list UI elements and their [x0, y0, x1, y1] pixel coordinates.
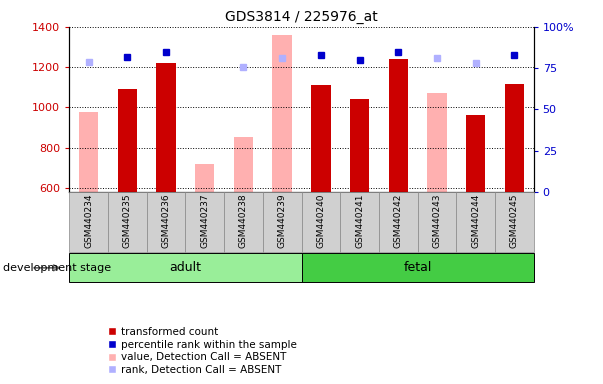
- Text: GSM440235: GSM440235: [123, 194, 132, 248]
- Text: GSM440241: GSM440241: [355, 194, 364, 248]
- Text: fetal: fetal: [403, 262, 432, 274]
- Bar: [388, 59, 408, 192]
- Bar: [234, 137, 253, 192]
- Bar: [379, 192, 417, 252]
- Bar: [417, 192, 456, 252]
- Bar: [186, 192, 224, 252]
- Bar: [108, 192, 147, 252]
- Bar: [224, 192, 263, 252]
- Bar: [505, 84, 524, 192]
- Text: GSM440244: GSM440244: [471, 194, 480, 248]
- Text: GSM440242: GSM440242: [394, 194, 403, 248]
- Text: GSM440245: GSM440245: [510, 194, 519, 248]
- Text: GSM440236: GSM440236: [162, 194, 171, 248]
- Bar: [466, 116, 485, 192]
- Bar: [302, 253, 534, 282]
- Bar: [311, 85, 330, 192]
- Bar: [195, 164, 215, 192]
- Text: GSM440238: GSM440238: [239, 194, 248, 248]
- Text: GSM440234: GSM440234: [84, 194, 93, 248]
- Bar: [156, 63, 175, 192]
- Bar: [273, 35, 292, 192]
- Bar: [118, 89, 137, 192]
- Text: adult: adult: [169, 262, 201, 274]
- Legend: transformed count, percentile rank within the sample, value, Detection Call = AB: transformed count, percentile rank withi…: [108, 327, 297, 375]
- Text: GSM440237: GSM440237: [200, 194, 209, 248]
- Text: GSM440239: GSM440239: [277, 194, 286, 248]
- Bar: [340, 192, 379, 252]
- Bar: [79, 113, 98, 192]
- Bar: [428, 93, 447, 192]
- Text: GDS3814 / 225976_at: GDS3814 / 225976_at: [225, 10, 378, 23]
- Bar: [350, 99, 369, 192]
- Bar: [263, 192, 302, 252]
- Bar: [456, 192, 495, 252]
- Bar: [69, 253, 302, 282]
- Bar: [302, 192, 340, 252]
- Text: GSM440240: GSM440240: [317, 194, 326, 248]
- Text: GSM440243: GSM440243: [432, 194, 441, 248]
- Text: development stage: development stage: [3, 263, 111, 273]
- Bar: [495, 192, 534, 252]
- Bar: [147, 192, 186, 252]
- Bar: [69, 192, 108, 252]
